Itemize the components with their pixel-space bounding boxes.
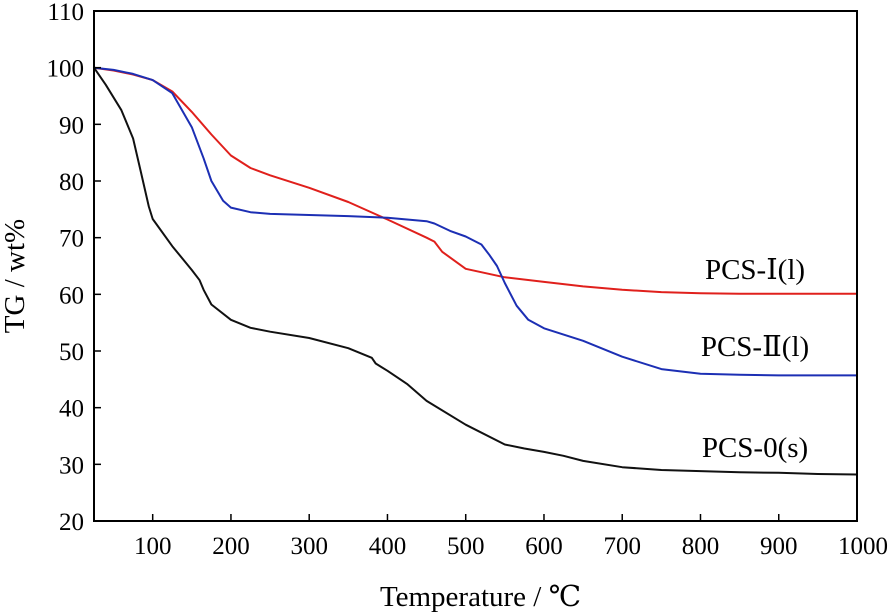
series-line-1 — [93, 66, 858, 377]
y-axis-title: TG / wt% — [0, 219, 31, 333]
x-tick-label: 500 — [447, 533, 485, 560]
series-line-2 — [93, 66, 858, 476]
y-tick-label: 30 — [59, 452, 84, 479]
tick-layer: 100 200 300 400 500 600 700 800 900 1000 20 30 40 50 6… — [47, 0, 889, 560]
y-tick-label: 20 — [59, 509, 84, 536]
x-axis-title: Temperature / ℃ — [380, 581, 581, 613]
series-label-0: PCS-Ⅰ(l) — [705, 254, 805, 286]
y-tick-label: 80 — [59, 169, 84, 196]
x-tick-label: 800 — [682, 533, 720, 560]
x-tick-label: 700 — [603, 533, 641, 560]
label-layer: PCS-Ⅰ(l) PCS-Ⅱ(l) PCS-0(s) — [701, 254, 809, 464]
plot-frame — [93, 10, 858, 522]
x-tick-label: 600 — [525, 533, 563, 560]
y-tick-label: 110 — [47, 0, 84, 26]
x-tick-label: 900 — [760, 533, 798, 560]
x-tick-label: 1000 — [838, 533, 888, 560]
x-tick-label: 300 — [290, 533, 328, 560]
y-tick-label: 50 — [59, 339, 84, 366]
y-tick-label: 40 — [59, 396, 84, 423]
series-line-0 — [93, 66, 858, 295]
series-layer — [93, 66, 858, 476]
y-tick-label: 70 — [59, 226, 84, 253]
y-tick-label: 90 — [59, 112, 84, 139]
series-label-2: PCS-0(s) — [702, 432, 808, 464]
y-tick-label: 100 — [47, 56, 85, 83]
series-label-1: PCS-Ⅱ(l) — [701, 331, 809, 363]
x-tick-label: 400 — [369, 533, 407, 560]
x-tick-label: 100 — [134, 533, 172, 560]
y-tick-label: 60 — [59, 282, 84, 309]
x-tick-label: 200 — [212, 533, 250, 560]
